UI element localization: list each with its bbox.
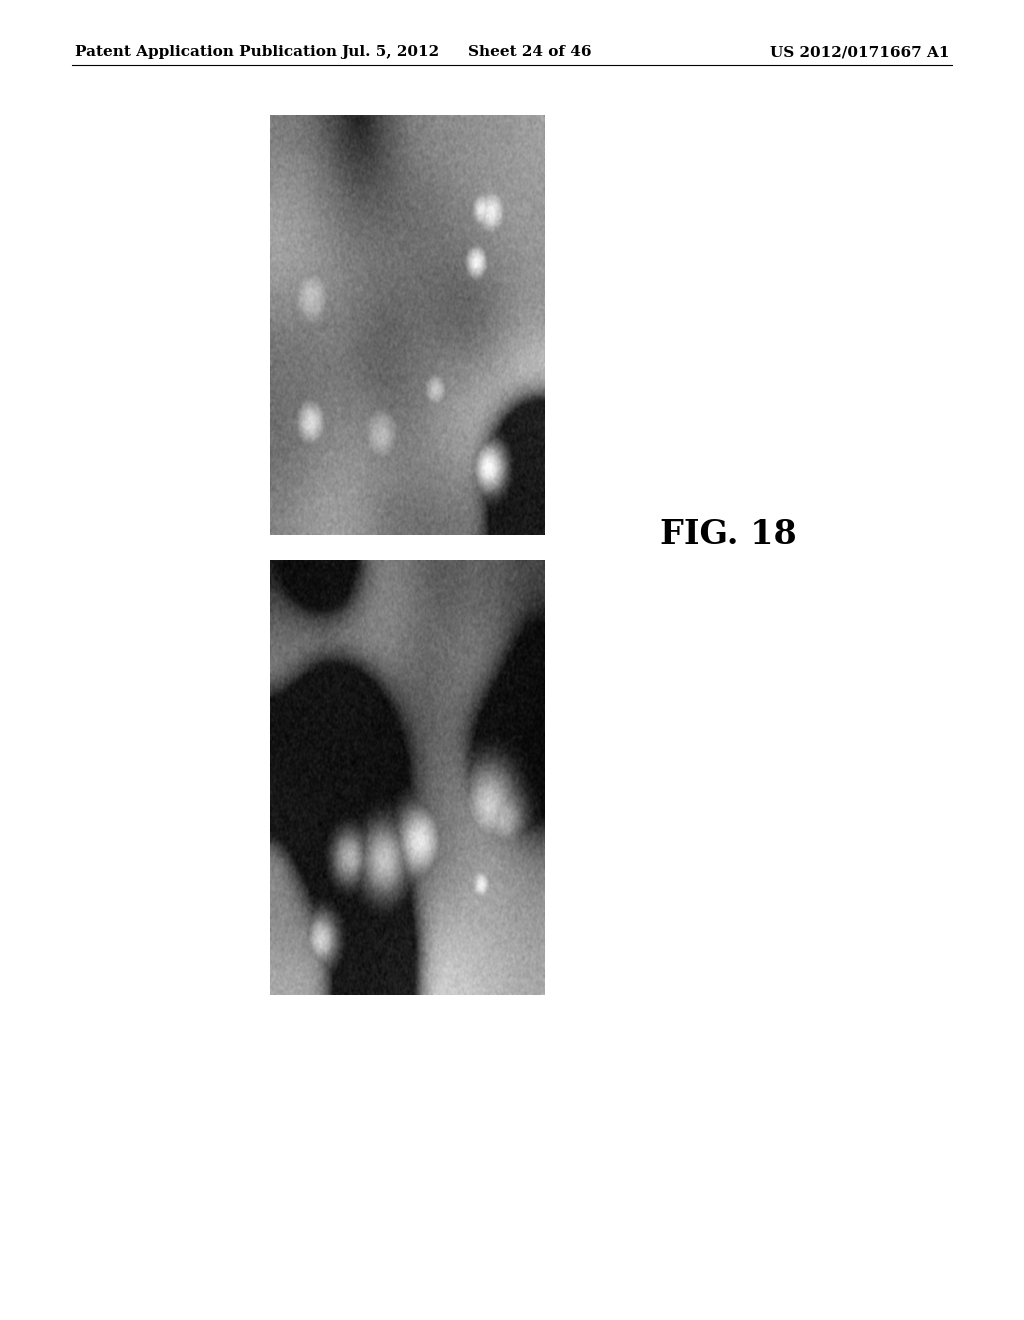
Text: Jul. 5, 2012: Jul. 5, 2012 xyxy=(341,45,439,59)
Text: Patent Application Publication: Patent Application Publication xyxy=(75,45,337,59)
Text: FIG. 18: FIG. 18 xyxy=(660,519,797,552)
Text: US 2012/0171667 A1: US 2012/0171667 A1 xyxy=(770,45,950,59)
Text: Sheet 24 of 46: Sheet 24 of 46 xyxy=(468,45,592,59)
